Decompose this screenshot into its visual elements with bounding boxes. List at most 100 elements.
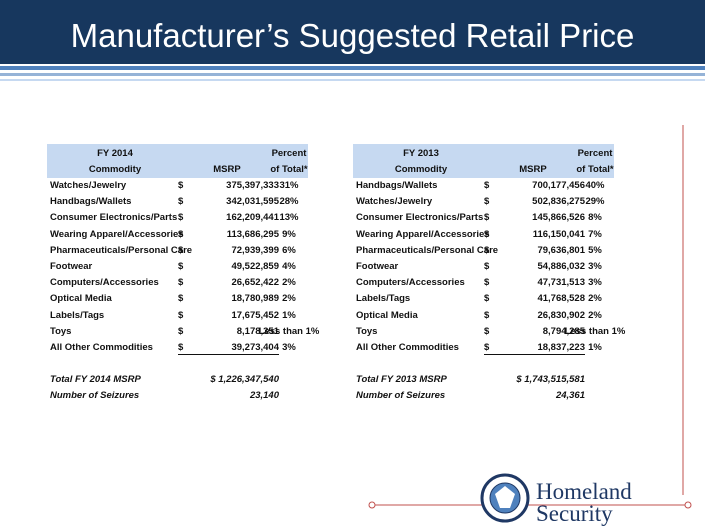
logo-text: Security (536, 501, 613, 526)
header-band (0, 0, 705, 64)
seal-eagle (495, 486, 515, 508)
commodity-cell: Consumer Electronics/Parts (50, 212, 178, 224)
total-value: 24,361 (555, 390, 585, 401)
dollar-cell: $ (178, 325, 184, 337)
dollar-cell: $ (178, 277, 184, 289)
msrp-cell: 700,177,456 (532, 180, 585, 191)
percent-cell: 1% (588, 342, 602, 353)
commodity-cell: Labels/Tags (50, 309, 105, 321)
total-label: Total FY 2014 MSRP (50, 374, 141, 385)
commodity-cell: All Other Commodities (356, 342, 459, 353)
total-label: Number of Seizures (50, 390, 140, 401)
msrp-cell: 17,675,452 (231, 309, 279, 321)
header-cell: FY 2014 (97, 148, 133, 159)
percent-cell: 3% (588, 261, 602, 272)
msrp-cell: 72,939,399 (231, 244, 279, 256)
msrp-cell: 49,522,859 (231, 261, 279, 272)
msrp-cell: 54,886,032 (537, 261, 585, 272)
red-dot (368, 501, 376, 509)
table-header-bg (47, 144, 308, 178)
percent-cell: 13% (279, 212, 299, 224)
percent-cell: 6% (282, 244, 296, 256)
header-cell: MSRP (213, 164, 241, 175)
percent-cell: Less than 1% (564, 325, 626, 337)
title: Manufacturer’s Suggested Retail Price (70, 17, 635, 54)
commodity-cell: Watches/Jewelry (356, 196, 433, 208)
msrp-cell: 375,397,333 (226, 180, 279, 191)
commodity-cell: Computers/Accessories (50, 277, 159, 289)
msrp-cell: 116,150,041 (532, 228, 585, 240)
commodity-cell: Optical Media (356, 309, 418, 321)
dollar-cell: $ (484, 244, 490, 256)
percent-cell: 8% (588, 212, 602, 224)
commodity-cell: Toys (50, 325, 72, 337)
percent-cell: 9% (282, 228, 296, 240)
msrp-cell: 18,837,223 (484, 342, 585, 355)
percent-cell: 7% (588, 228, 602, 240)
percent-cell: 1% (282, 309, 296, 321)
header-cell: MSRP (519, 164, 547, 175)
msrp-cell: 502,836,275 (532, 196, 585, 208)
msrp-cell: 342,031,595 (226, 196, 279, 208)
commodity-cell: Labels/Tags (356, 293, 411, 305)
stripe (0, 66, 705, 70)
table-header-bg (353, 144, 614, 178)
dollar-cell: $ (484, 180, 490, 191)
msrp-cell: 8,794,285 (542, 325, 585, 337)
dollar-cell: $ (178, 261, 184, 272)
percent-cell: 28% (279, 196, 299, 208)
dollar-cell: $ (178, 228, 184, 240)
header-cell: FY 2013 (403, 148, 439, 159)
msrp-cell: 18,780,989 (231, 293, 279, 305)
dollar-cell: $ (178, 309, 184, 321)
dollar-cell: $ (484, 261, 490, 272)
header-cell: Commodity (88, 164, 142, 175)
percent-cell: 2% (282, 293, 296, 305)
dollar-cell: $ (484, 277, 490, 289)
total-label: Number of Seizures (356, 390, 446, 401)
percent-cell: 2% (588, 293, 602, 305)
commodity-cell: Optical Media (50, 293, 112, 305)
commodity-cell: Wearing Apparel/Accessories (50, 228, 184, 240)
red-dot (684, 501, 692, 509)
commodity-cell: All Other Commodities (50, 342, 153, 353)
commodity-cell: Wearing Apparel/Accessories (356, 228, 490, 240)
percent-cell: 40% (585, 180, 605, 191)
percent-cell: 2% (588, 309, 602, 321)
percent-cell: 3% (588, 277, 602, 289)
percent-cell: 3% (282, 342, 296, 353)
commodity-cell: Handbags/Wallets (50, 196, 132, 208)
msrp-cell: 41,768,528 (537, 293, 585, 305)
commodity-cell: Consumer Electronics/Parts (356, 212, 484, 224)
msrp-cell: 162,209,441 (226, 212, 279, 224)
stripe (0, 79, 705, 81)
commodity-cell: Pharmaceuticals/Personal Care (50, 244, 193, 256)
dollar-cell: $ (178, 196, 184, 208)
commodity-cell: Footwear (356, 261, 399, 272)
header-cell: Percent (577, 148, 613, 159)
commodity-cell: Handbags/Wallets (356, 180, 438, 191)
msrp-cell: 8,178,351 (236, 325, 279, 337)
header-cell: Percent (271, 148, 307, 159)
commodity-cell: Toys (356, 325, 378, 337)
dollar-cell: $ (178, 293, 184, 305)
msrp-cell: 113,686,295 (226, 228, 279, 240)
dollar-cell: $ (484, 196, 490, 208)
msrp-cell: 79,636,801 (537, 244, 585, 256)
stripe (0, 73, 705, 76)
commodity-cell: Pharmaceuticals/Personal Care (356, 244, 499, 256)
total-value: $ 1,226,347,540 (210, 374, 279, 385)
percent-cell: 29% (585, 196, 605, 208)
percent-cell: 5% (588, 244, 602, 256)
dollar-cell: $ (178, 212, 184, 224)
header-cell: of Total* (576, 164, 614, 175)
total-label: Total FY 2013 MSRP (356, 374, 447, 385)
commodity-cell: Computers/Accessories (356, 277, 465, 289)
msrp-cell: 26,830,902 (537, 309, 585, 321)
header-cell: of Total* (270, 164, 308, 175)
msrp-cell: 145,866,526 (532, 212, 585, 224)
dollar-cell: $ (484, 212, 490, 224)
total-value: $ 1,743,515,581 (516, 374, 585, 385)
dollar-cell: $ (178, 180, 184, 191)
